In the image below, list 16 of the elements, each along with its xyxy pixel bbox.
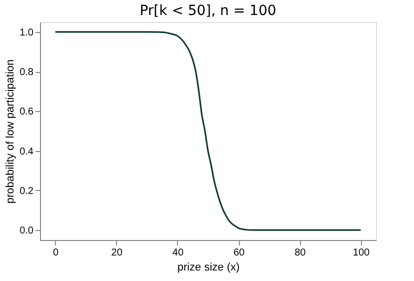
x-axis-title: prize size (x) [177, 262, 240, 274]
x-tick-label: 0 [52, 248, 59, 258]
y-axis-title: probability of low participation [4, 59, 17, 204]
x-tick-label: 100 [352, 248, 370, 258]
x-tick-label: 20 [111, 248, 123, 258]
y-tick-label: 0.0 [20, 226, 34, 237]
chart-title: Pr[k < 50], n = 100 [140, 3, 276, 19]
line-series [54, 31, 362, 231]
y-tick-label: 1.0 [20, 27, 34, 38]
y-tick-label: 0.2 [20, 186, 34, 197]
y-tick-label: 0.4 [20, 146, 34, 158]
x-tick-label: 60 [233, 248, 246, 258]
y-tick-label: 0.6 [20, 106, 34, 118]
y-tick-label: 0.8 [20, 67, 34, 78]
x-tick-label: 40 [172, 248, 184, 258]
x-tick-label: 80 [294, 248, 306, 258]
